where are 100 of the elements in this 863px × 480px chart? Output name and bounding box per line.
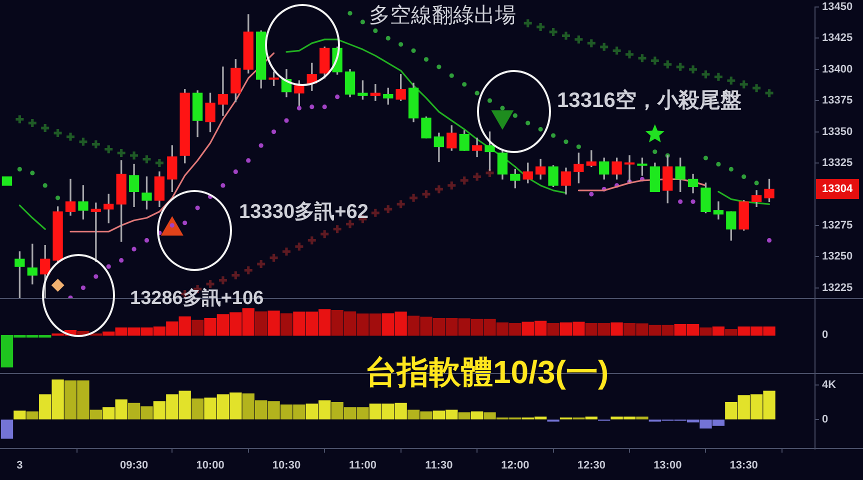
point: [688, 64, 698, 75]
point: [52, 128, 64, 138]
point: [51, 278, 64, 292]
point: [256, 258, 266, 270]
y-tick-label: 13350: [822, 126, 853, 138]
point: [716, 162, 721, 167]
bar: [255, 311, 268, 336]
point: [742, 174, 746, 180]
bar: [268, 310, 280, 336]
point: [700, 69, 712, 80]
candlestick: [2, 176, 12, 186]
point: [246, 158, 251, 163]
point: [296, 106, 302, 110]
point: [258, 143, 264, 148]
point: [103, 144, 114, 155]
bar: [636, 416, 648, 420]
bar: [280, 313, 293, 336]
point: [650, 55, 660, 66]
point: [116, 148, 127, 158]
point: [128, 150, 140, 161]
bar: [712, 326, 725, 336]
point: [500, 106, 505, 110]
point: [90, 138, 102, 150]
point: [382, 204, 394, 214]
point: [487, 98, 492, 103]
y-tick-label: 13375: [822, 94, 853, 107]
bar: [470, 411, 484, 420]
x-tick-label: 10:00: [196, 459, 224, 472]
point: [271, 129, 276, 134]
text: 台指軟體10/3(一): [365, 354, 609, 390]
y-tick-label: 13325: [822, 157, 853, 170]
point: [434, 184, 444, 194]
point: [284, 118, 289, 123]
point: [535, 22, 546, 32]
point: [472, 171, 482, 182]
bar: [0, 420, 14, 439]
point: [80, 285, 86, 290]
point: [218, 274, 228, 286]
point: [132, 246, 136, 252]
bar: [610, 322, 623, 336]
y-tick-label: 13275: [822, 219, 853, 232]
point: [30, 170, 35, 176]
point: [65, 131, 76, 142]
point: [119, 258, 124, 263]
point: [550, 133, 556, 138]
x-tick-label: 11:00: [348, 459, 376, 472]
point: [598, 42, 610, 52]
point: [106, 264, 111, 269]
point: [645, 124, 664, 142]
point: [576, 144, 581, 150]
bar: [458, 412, 470, 420]
point: [424, 57, 429, 62]
bar: [191, 398, 204, 420]
candlestick: [218, 66, 228, 116]
point: [420, 188, 432, 200]
point: [589, 192, 594, 196]
point: [446, 180, 457, 191]
point: [220, 183, 226, 188]
point: [764, 88, 775, 98]
y-tick-label: 13225: [822, 282, 853, 294]
x-tick-label: 13:30: [730, 459, 758, 472]
annotation: 13330多訊+62: [239, 201, 369, 223]
annotation: 13316空，小殺尾盤: [557, 88, 742, 112]
point: [474, 90, 480, 96]
point: [373, 28, 378, 34]
point: [564, 139, 568, 144]
point: [690, 199, 696, 204]
point: [42, 183, 48, 188]
point: [78, 136, 89, 148]
x-tick-label: 12:30: [577, 459, 606, 472]
point: [17, 166, 22, 172]
point: [675, 62, 686, 72]
point: [766, 238, 772, 243]
point: [332, 224, 343, 234]
point: [144, 238, 150, 243]
y-tick-label: 13250: [822, 250, 853, 263]
point: [294, 241, 304, 252]
bar: [700, 327, 712, 336]
point: [538, 126, 543, 132]
point: [560, 30, 572, 41]
point: [459, 175, 470, 186]
point: [522, 18, 534, 29]
point: [306, 235, 318, 246]
point: [360, 20, 366, 24]
x-tick-label: 10:30: [272, 459, 301, 472]
point: [662, 59, 673, 70]
x-tick-label: 11:30: [425, 459, 453, 472]
point: [751, 82, 762, 94]
point: [94, 274, 98, 279]
point: [652, 149, 658, 154]
bar: [725, 329, 738, 336]
point: [344, 218, 356, 230]
x-tick-label: 09:30: [120, 459, 148, 472]
point: [396, 198, 406, 210]
point: [243, 265, 254, 276]
point: [310, 104, 314, 110]
point: [398, 42, 404, 47]
point: [27, 118, 38, 128]
point: [728, 166, 734, 172]
point: [268, 252, 280, 264]
